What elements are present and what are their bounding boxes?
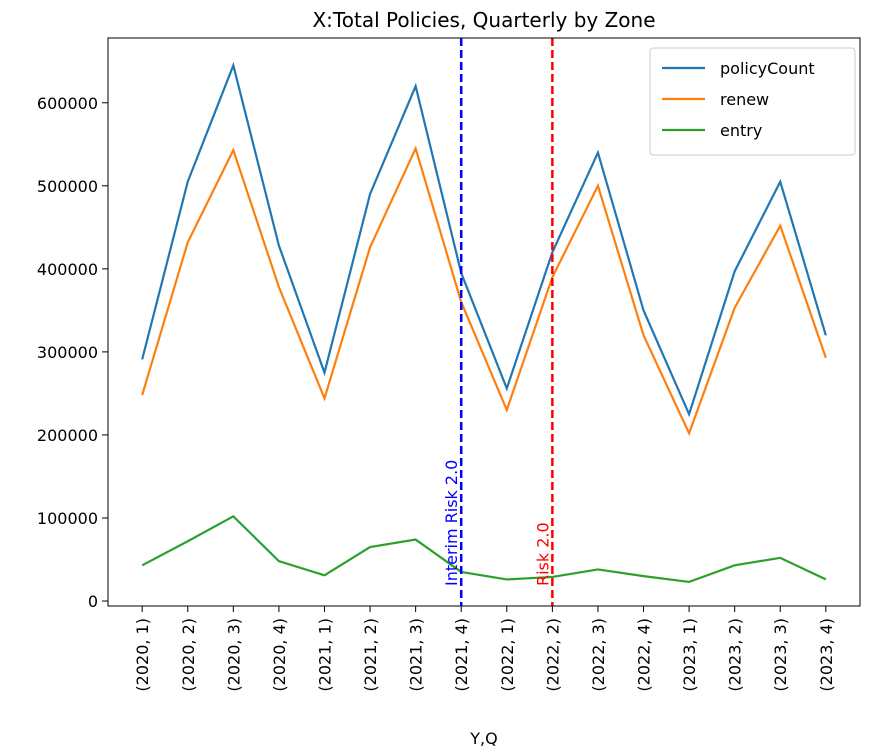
x-tick-label: (2023, 2) (726, 618, 745, 692)
y-tick-label: 300000 (37, 343, 98, 362)
legend-label: policyCount (720, 59, 815, 78)
y-tick-label: 100000 (37, 509, 98, 528)
x-tick-label: (2020, 3) (224, 618, 243, 692)
series-line (141, 61, 827, 418)
x-tick-label: (2021, 3) (407, 618, 426, 692)
marker-label: Risk 2.0 (533, 522, 552, 586)
x-tick-label: (2022, 1) (498, 618, 517, 692)
legend-box (649, 47, 856, 156)
x-tick-label: (2023, 4) (817, 618, 836, 692)
x-tick-label: (2023, 1) (680, 618, 699, 692)
y-tick-label: 0 (88, 592, 98, 611)
marker-label: Interim Risk 2.0 (442, 460, 461, 586)
x-tick-label: (2022, 3) (589, 618, 608, 692)
x-axis-label: Y,Q (469, 729, 497, 748)
x-tick-label: (2022, 2) (543, 618, 562, 692)
y-tick-label: 400000 (37, 260, 98, 279)
x-tick-label: (2020, 4) (270, 618, 289, 692)
x-tick-label: (2021, 4) (452, 618, 471, 692)
series-line (141, 145, 827, 437)
plot-frame (107, 37, 861, 607)
legend-label: renew (720, 90, 769, 109)
y-tick-label: 600000 (37, 94, 98, 113)
series-line (141, 514, 827, 584)
legend-label: entry (720, 121, 762, 140)
x-tick-label: (2020, 1) (133, 618, 152, 692)
x-tick-label: (2020, 2) (179, 618, 198, 692)
chart-title: X:Total Policies, Quarterly by Zone (312, 8, 655, 32)
x-tick-label: (2022, 4) (635, 618, 654, 692)
x-tick-label: (2023, 3) (771, 618, 790, 692)
y-tick-label: 200000 (37, 426, 98, 445)
y-tick-label: 500000 (37, 177, 98, 196)
x-tick-label: (2021, 1) (315, 618, 334, 692)
x-tick-label: (2021, 2) (361, 618, 380, 692)
